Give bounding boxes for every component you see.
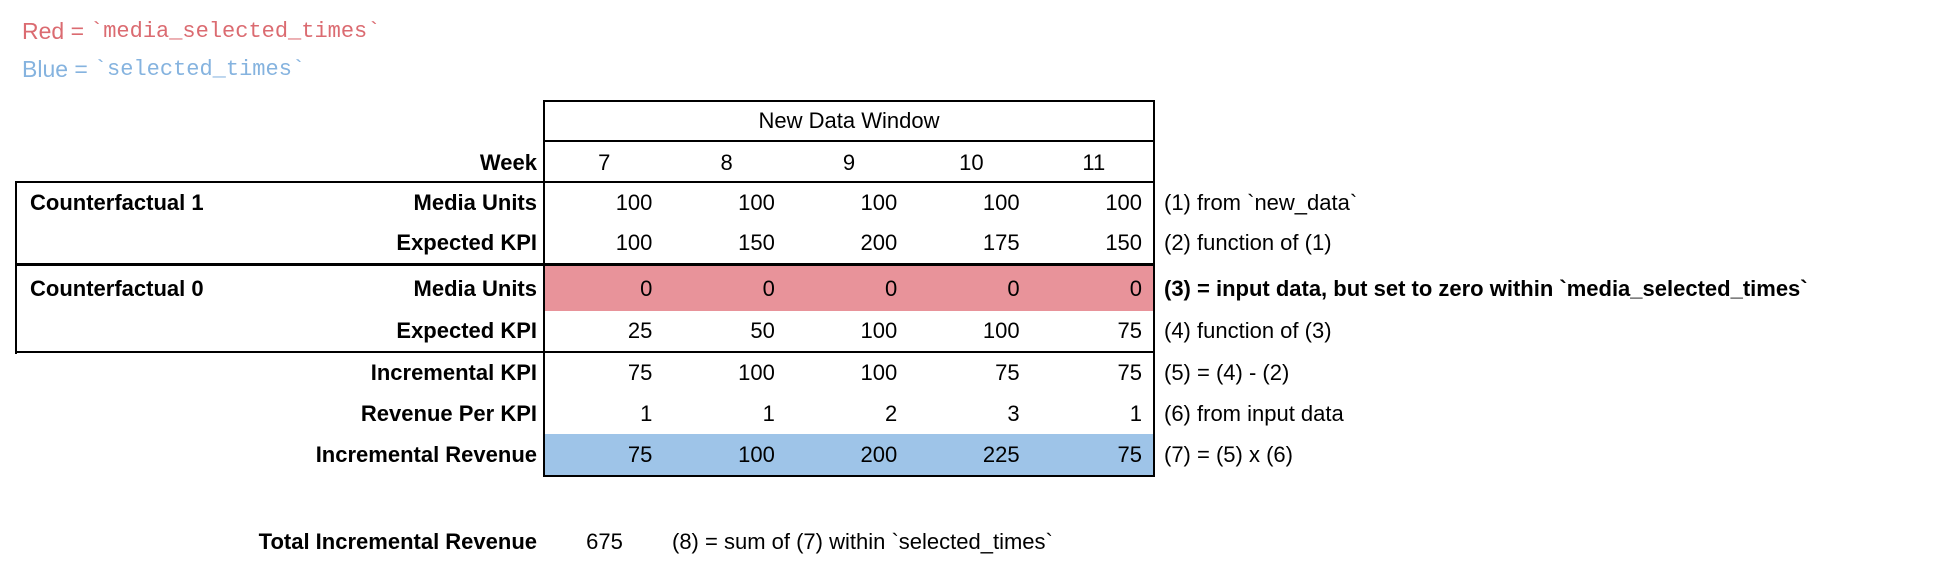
row-cells: 100 100 100 100 100: [543, 183, 1155, 223]
week-row: Week 7 8 9 10 11: [0, 142, 1960, 183]
row-cells: 100 150 200 175 150: [543, 223, 1155, 263]
row-cf0-media-units: Counterfactual 0 Media Units 0 0 0 0 0 (…: [0, 266, 1960, 311]
value-cell: 0: [884, 275, 898, 301]
row-cf1-media-units: Counterfactual 1 Media Units 100 100 100…: [0, 183, 1960, 223]
row-revenue-per-kpi: Revenue Per KPI 1 1 2 3 1 (6) from input…: [0, 393, 1960, 434]
value-cell: 100: [615, 190, 653, 215]
value-cell: 2: [884, 400, 898, 426]
legend: Red = `media_selected_times` Blue = `sel…: [22, 12, 380, 88]
value-cell: 1: [640, 400, 653, 426]
value-cell: 1: [762, 400, 775, 426]
row-incremental-revenue: Incremental Revenue 75 100 200 225 75 (7…: [0, 434, 1960, 475]
row-label: Media Units: [413, 275, 537, 301]
value-cell: 100: [1105, 190, 1143, 215]
row-cells: 25 50 100 100 75: [543, 311, 1155, 351]
legend-red-label: Red =: [22, 17, 85, 44]
total-value: 675: [586, 529, 623, 554]
value-cell: 25: [627, 318, 653, 343]
legend-blue-line: Blue = `selected_times`: [22, 50, 380, 88]
row-label: Revenue Per KPI: [360, 400, 537, 426]
legend-red-line: Red = `media_selected_times`: [22, 12, 380, 50]
value-cell: 1: [1129, 400, 1143, 426]
cf1-box-top-line: [15, 181, 1155, 183]
row-label: Media Units: [413, 190, 537, 215]
value-cell: 100: [982, 318, 1020, 343]
value-cell: 75: [1117, 441, 1143, 467]
value-cell: 100: [982, 190, 1020, 215]
week-row-label: Week: [479, 149, 537, 175]
value-cell: 0: [640, 275, 653, 301]
legend-red-code: `media_selected_times`: [90, 18, 381, 44]
value-cell: 75: [995, 360, 1020, 385]
week-cell: 7: [598, 149, 611, 175]
value-cell: 100: [738, 360, 775, 385]
annotation-3: (3) = input data, but set to zero within…: [1164, 275, 1808, 301]
legend-blue-code: `selected_times`: [93, 56, 306, 82]
value-cell: 100: [738, 190, 775, 215]
annotation-2: (2) function of (1): [1164, 230, 1332, 255]
row-label: Incremental Revenue: [315, 441, 537, 467]
counterfactual-1-label: Counterfactual 1: [30, 190, 204, 215]
cf0-box-bottom-line: [15, 351, 1155, 353]
value-cell: 75: [1117, 318, 1143, 343]
row-incremental-kpi: Incremental KPI 75 100 100 75 75 (5) = (…: [0, 353, 1960, 393]
week-cell: 11: [1082, 149, 1106, 175]
counterfactual-0-label: Counterfactual 0: [30, 275, 204, 301]
value-cell: 3: [1007, 400, 1020, 426]
value-cell: 225: [982, 441, 1020, 467]
annotation-4: (4) function of (3): [1164, 318, 1332, 343]
value-cell: 75: [627, 441, 653, 467]
row-cf0-expected-kpi: Expected KPI 25 50 100 100 75 (4) functi…: [0, 311, 1960, 351]
week-cell: 10: [959, 149, 984, 175]
row-cells: 75 100 100 75 75: [543, 353, 1155, 393]
value-cell: 100: [860, 318, 898, 343]
value-cell: 50: [750, 318, 775, 343]
week-cell: 8: [720, 149, 733, 175]
legend-blue-label: Blue =: [22, 55, 88, 82]
row-cells: 1 1 2 3 1: [543, 393, 1155, 434]
value-cell: 200: [860, 230, 898, 255]
annotation-5: (5) = (4) - (2): [1164, 360, 1290, 385]
annotation-8: (8) = sum of (7) within `selected_times`: [672, 529, 1053, 554]
annotation-1: (1) from `new_data`: [1164, 190, 1358, 215]
total-row: Total Incremental Revenue 675 (8) = sum …: [0, 528, 1960, 556]
row-cells-highlight-red: 0 0 0 0 0: [543, 266, 1155, 311]
value-cell: 100: [860, 360, 898, 385]
week-cells: 7 8 9 10 11: [543, 142, 1155, 183]
value-cell: 0: [762, 275, 775, 301]
row-label: Expected KPI: [396, 318, 537, 343]
new-data-window-header: New Data Window: [543, 100, 1155, 142]
value-cell: 200: [860, 441, 898, 467]
annotation-7: (7) = (5) x (6): [1164, 441, 1293, 467]
cf-box-divider-line: [15, 263, 1155, 266]
value-cell: 75: [1117, 360, 1143, 385]
row-label: Expected KPI: [396, 230, 537, 255]
value-cell: 175: [982, 230, 1020, 255]
row-cells-highlight-blue: 75 100 200 225 75: [543, 434, 1155, 475]
row-cf1-expected-kpi: Expected KPI 100 150 200 175 150 (2) fun…: [0, 223, 1960, 263]
value-cell: 75: [627, 360, 653, 385]
row-label: Incremental KPI: [370, 360, 537, 385]
value-cell: 100: [615, 230, 653, 255]
value-cell: 0: [1007, 275, 1020, 301]
week-cell: 9: [842, 149, 856, 175]
value-cell: 150: [738, 230, 775, 255]
total-label: Total Incremental Revenue: [258, 529, 537, 554]
new-data-window-title: New Data Window: [758, 108, 940, 133]
value-cell: 0: [1129, 275, 1143, 301]
value-cell: 100: [738, 441, 775, 467]
value-cell: 100: [860, 190, 898, 215]
group-box-left-border: [15, 181, 17, 354]
annotation-6: (6) from input data: [1164, 400, 1344, 426]
value-cell: 150: [1105, 230, 1143, 255]
